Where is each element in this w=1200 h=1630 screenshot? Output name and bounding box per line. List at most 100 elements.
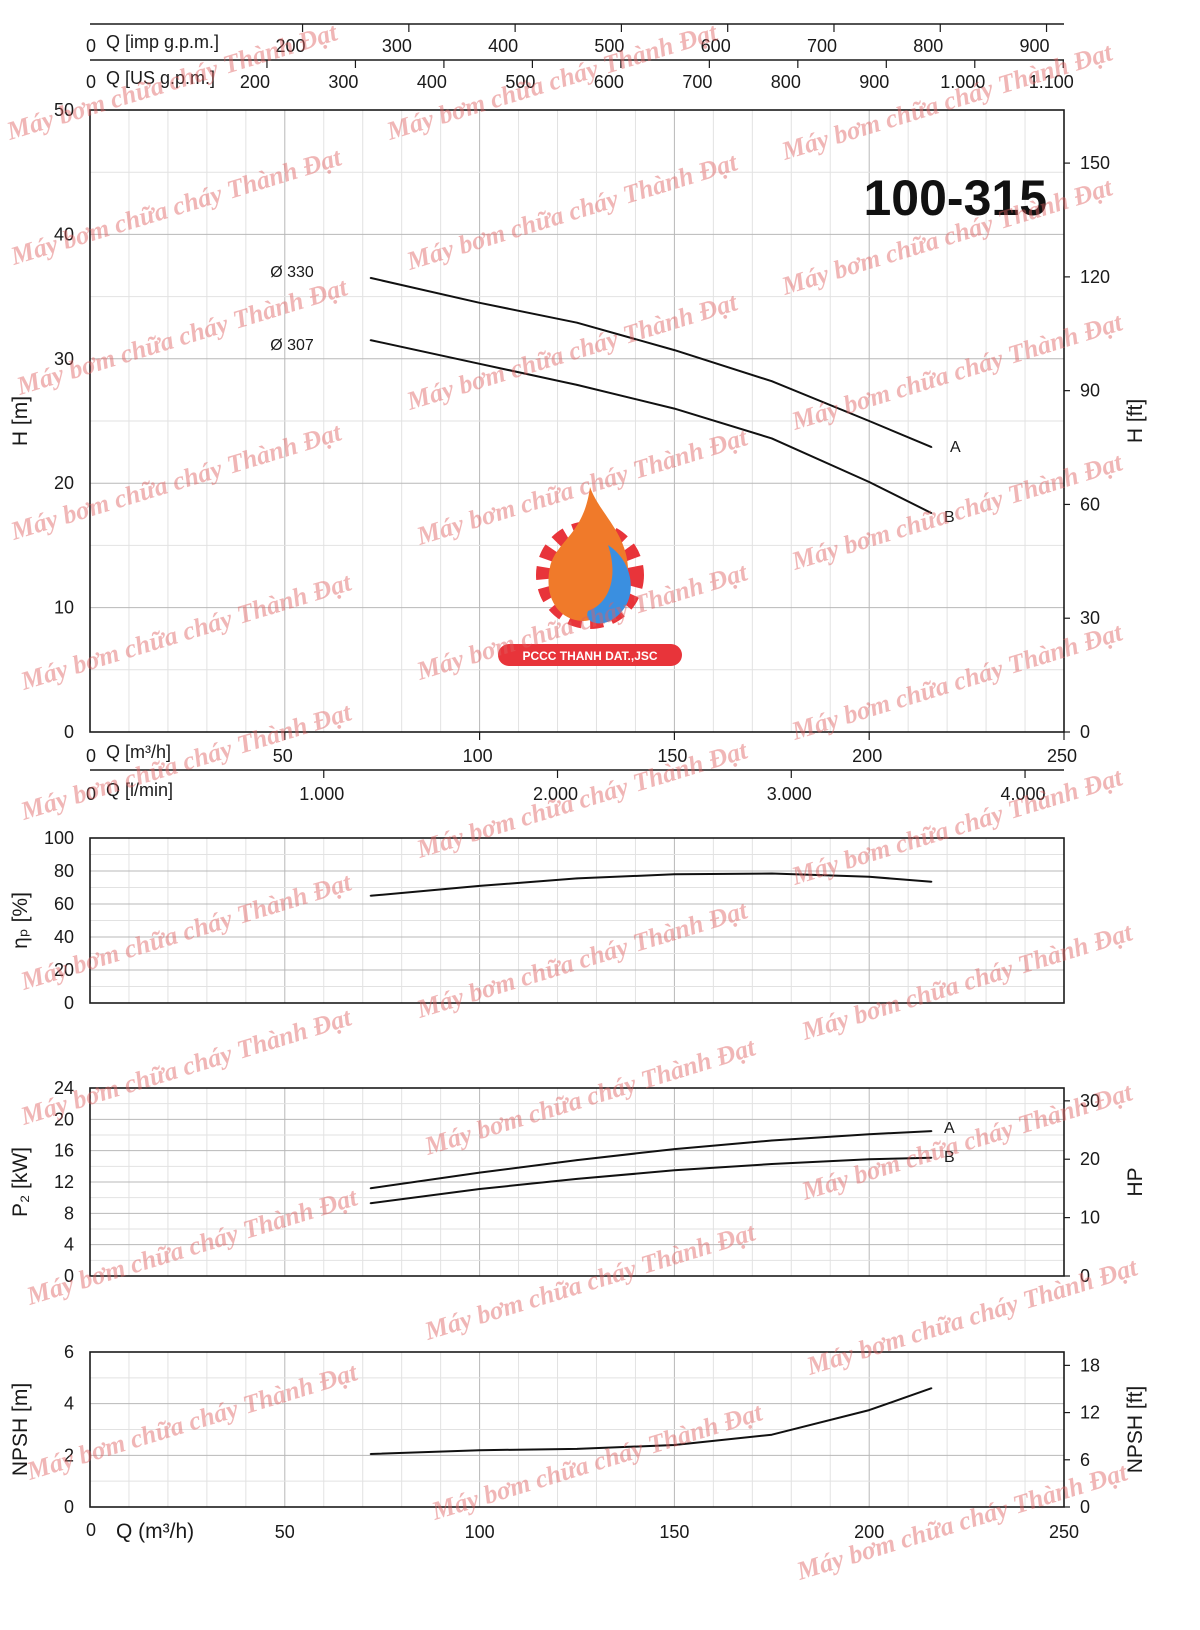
watermark-text: Máy bơm chữa cháy Thành Đạt — [797, 1077, 1136, 1206]
axis-label: Q [US g.p.m.] — [106, 68, 215, 88]
watermark-text: Máy bơm chữa cháy Thành Đạt — [402, 287, 741, 416]
logo-flame-icon — [548, 487, 629, 621]
curve-end-label: B — [944, 1149, 955, 1166]
series-name-label: Ø 307 — [270, 337, 314, 354]
tick-label: 800 — [771, 72, 801, 92]
tick-label: 900 — [859, 72, 889, 92]
data-point — [771, 380, 773, 382]
y-tick-label: 4 — [64, 1235, 74, 1255]
data-point — [576, 1448, 578, 1450]
data-point — [930, 512, 933, 514]
data-point — [930, 880, 933, 883]
tick-label: 2.000 — [533, 784, 578, 804]
series-line-efficiency-1 — [370, 872, 932, 897]
y-tick-label: 4 — [64, 1394, 74, 1414]
tick-label: 900 — [1020, 36, 1050, 56]
y-tick-label: 20 — [54, 1109, 74, 1129]
y-tick-label: 0 — [64, 993, 74, 1013]
data-point — [868, 875, 870, 878]
watermark-text: Máy bơm chữa cháy Thành Đạt — [16, 1002, 355, 1131]
company-logo: PCCC THANH DAT.,JSC — [498, 487, 682, 666]
tick-label: 150 — [657, 746, 687, 766]
y2-tick-label: 90 — [1080, 381, 1100, 401]
top-axis-1: 0 Q [imp g.p.m.] 200 300 400 500 600 700 800 900 — [86, 23, 1064, 56]
logo-water-icon — [587, 545, 631, 624]
data-point — [576, 1178, 578, 1180]
watermark-text: Máy bơm chữa cháy Thành Đạt — [412, 895, 751, 1024]
data-point — [673, 1444, 676, 1446]
axis-label: Q [l/min] — [106, 780, 173, 800]
watermark-text: Máy bơm chữa cháy Thành Đạt — [6, 142, 345, 271]
y-tick-label: 6 — [64, 1342, 74, 1362]
watermark-text: Máy bơm chữa cháy Thành Đạt — [16, 567, 355, 696]
data-point — [369, 339, 372, 341]
panel-power: 0 4 8 12 16 20 24 0 10 20 30 P₂ [kW] HP AB — [9, 1078, 1147, 1286]
tick-label: 3.000 — [767, 784, 812, 804]
middle-axis-2: 0 Q [l/min] 1.000 2.000 3.000 4.000 — [86, 769, 1064, 804]
y2-tick-label: 0 — [1080, 722, 1090, 742]
y-tick-label: 0 — [64, 1266, 74, 1286]
tick-label: 4.000 — [1001, 784, 1046, 804]
data-point — [673, 407, 676, 410]
series-line-head-1 — [370, 276, 932, 449]
y2-tick-label: 60 — [1080, 494, 1100, 514]
y-axis-label: H [m] — [9, 396, 32, 446]
data-point — [478, 1171, 481, 1174]
tick-label: 700 — [807, 36, 837, 56]
data-point — [369, 1187, 372, 1190]
y2-tick-label: 120 — [1080, 267, 1110, 287]
axis-label: Q [m³/h] — [106, 742, 171, 762]
model-title: 100-315 — [864, 170, 1048, 226]
y2-tick-label: 150 — [1080, 153, 1110, 173]
tick-label: 500 — [594, 36, 624, 56]
y-tick-label: 40 — [54, 927, 74, 947]
y-tick-label: 8 — [64, 1203, 74, 1223]
y2-axis-label: H [ft] — [1124, 399, 1147, 443]
data-point — [771, 872, 773, 875]
tick-label: 0 — [86, 784, 96, 804]
data-point — [369, 894, 372, 897]
data-point — [478, 885, 481, 887]
tick-label: 200 — [276, 36, 306, 56]
y2-tick-label: 10 — [1080, 1208, 1100, 1228]
data-point — [930, 446, 933, 448]
y-tick-label: 10 — [54, 598, 74, 618]
data-point — [771, 1139, 773, 1142]
tick-label: 1.100 — [1029, 72, 1074, 92]
y2-axis-label: HP — [1124, 1167, 1147, 1196]
curve-end-label: A — [944, 1120, 955, 1137]
watermark-text: Máy bơm chữa cháy Thành Đạt — [420, 1032, 759, 1161]
y-tick-label: 50 — [54, 100, 74, 120]
data-point — [868, 1158, 870, 1161]
tick-label: 100 — [465, 1522, 495, 1542]
tick-label: 250 — [1047, 746, 1077, 766]
axis-label: Q (m³/h) — [116, 1520, 194, 1543]
panel-frame — [89, 1351, 1065, 1508]
y-tick-label: 16 — [54, 1141, 74, 1161]
y2-tick-label: 0 — [1080, 1266, 1090, 1286]
tick-label: 300 — [382, 36, 412, 56]
data-point — [868, 481, 870, 483]
data-point — [771, 437, 773, 440]
tick-label: 600 — [701, 36, 731, 56]
curve-end-label: B — [944, 509, 955, 526]
panel-head: 0 10 20 30 40 50 0 30 60 90 120 150 H [m] H [ft] A Ø 33… — [9, 100, 1147, 742]
tick-label: 250 — [1049, 1522, 1079, 1542]
logo-text: PCCC THANH DAT.,JSC — [522, 649, 657, 663]
y-tick-label: 0 — [64, 722, 74, 742]
y2-tick-label: 20 — [1080, 1149, 1100, 1169]
tick-label: 100 — [463, 746, 493, 766]
y-tick-label: 40 — [54, 224, 74, 244]
tick-label: 200 — [240, 72, 270, 92]
data-point — [369, 1453, 372, 1455]
tick-label: 700 — [682, 72, 712, 92]
data-point — [868, 420, 870, 422]
y-tick-label: 20 — [54, 473, 74, 493]
logo-gear-icon — [536, 521, 644, 629]
watermark-text: Máy bơm chữa cháy Thành Đạt — [402, 147, 741, 276]
data-point — [478, 1449, 481, 1451]
y2-axis-label: NPSH [ft] — [1124, 1386, 1147, 1474]
data-point — [576, 1159, 578, 1161]
